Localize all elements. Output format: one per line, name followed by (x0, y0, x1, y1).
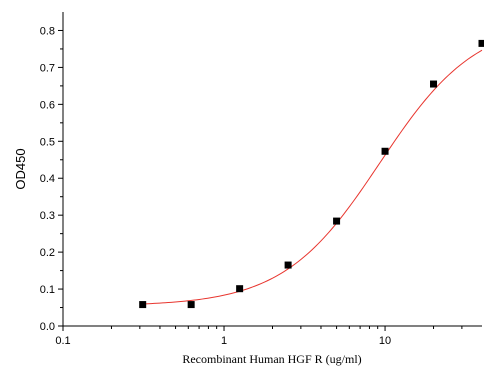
data-point (430, 80, 438, 88)
x-ticks: 0.1 1 10 (55, 326, 463, 347)
y-tick-label: 0.4 (40, 173, 55, 185)
fit-curve (142, 49, 483, 305)
y-tick-label: 0.2 (40, 247, 55, 259)
data-point (333, 217, 341, 225)
y-ticks: 0.0 0.1 0.2 0.3 0.4 0.5 0.6 0.7 0.8 (40, 25, 63, 333)
y-tick-label: 0.5 (40, 136, 55, 148)
y-tick-label: 0.6 (40, 99, 55, 111)
data-point (139, 301, 147, 309)
data-point (236, 285, 244, 293)
y-tick-label: 0.1 (40, 284, 55, 296)
data-point (381, 147, 389, 155)
x-tick-label: 1 (221, 335, 227, 347)
y-tick-label: 0.8 (40, 25, 55, 37)
data-point (284, 261, 292, 269)
data-point (187, 301, 195, 309)
x-tick-label: 0.1 (55, 335, 70, 347)
y-axis-label: OD450 (13, 148, 28, 189)
x-tick-label: 10 (379, 335, 391, 347)
data-point (478, 39, 484, 47)
y-tick-label: 0.7 (40, 62, 55, 74)
x-axis-label: Recombinant Human HGF R (ug/ml) (182, 352, 361, 366)
data-points (139, 39, 484, 309)
y-tick-label: 0.3 (40, 210, 55, 222)
y-tick-label: 0.0 (40, 321, 55, 333)
